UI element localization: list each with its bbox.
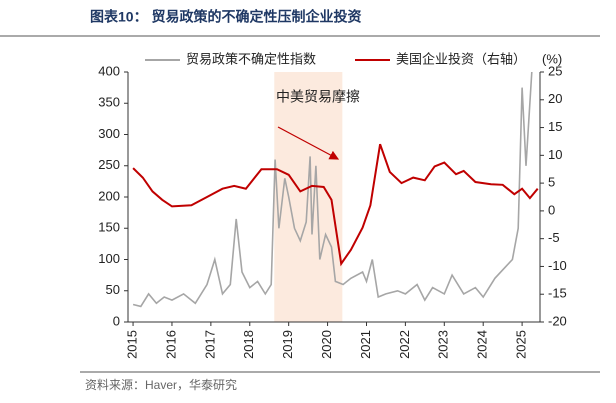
x-tick-label: 2020 [319,330,334,359]
plot-area: 0 50 100 150 200 250 300 350 400 -20 -15 -10 -5 0 5 10 1… [98,51,567,358]
x-tick-label: 2015 [124,330,139,359]
x-tick-label: 2018 [241,330,256,359]
y-tick-label: 100 [98,251,120,266]
y-tick-label: 400 [98,63,120,78]
x-tick-label: 2017 [202,330,217,359]
legend-label: 贸易政策不确定性指数 [186,51,316,66]
x-tick-label: 2019 [280,330,295,359]
y-tick-label: 50 [106,282,120,297]
annotation-arrow [277,126,340,160]
y2-tick-label: 25 [548,63,562,78]
x-tick-label: 2024 [475,330,490,359]
x-tick-label: 2016 [163,330,178,359]
chart-title: 图表10： 贸易政策的不确定性压制企业投资 [90,9,361,25]
y-tick-label: 0 [113,313,120,328]
y-tick-label: 150 [98,220,120,235]
y-tick-label: 200 [98,188,120,203]
x-tick-label: 2021 [358,330,373,359]
y2-tick-label: 20 [548,91,562,106]
y2-tick-label: -10 [548,258,567,273]
y-tick-label: 250 [98,157,120,172]
y2-axis-label: (%) [542,51,562,66]
series-line [132,71,533,308]
source: 资料来源：Haver，华泰研究 [85,377,237,392]
series-line [132,143,539,267]
legend-label: 美国企业投资（右轴） [396,51,526,66]
x-tick-label: 2022 [397,330,412,359]
y2-tick-label: -5 [548,230,560,245]
y2-tick-label: 5 [548,175,555,190]
y2-tick-label: -20 [548,313,567,328]
y2-tick-label: -15 [548,286,567,301]
y-tick-label: 350 [98,95,120,110]
x-tick-label: 2025 [514,330,529,359]
y-tick-label: 300 [98,126,120,141]
y2-tick-label: 15 [548,119,562,134]
annotation: 中美贸易摩擦 [276,89,360,105]
y2-tick-label: 10 [548,147,562,162]
y2-tick-label: 0 [548,202,555,217]
x-tick-label: 2023 [436,330,451,359]
